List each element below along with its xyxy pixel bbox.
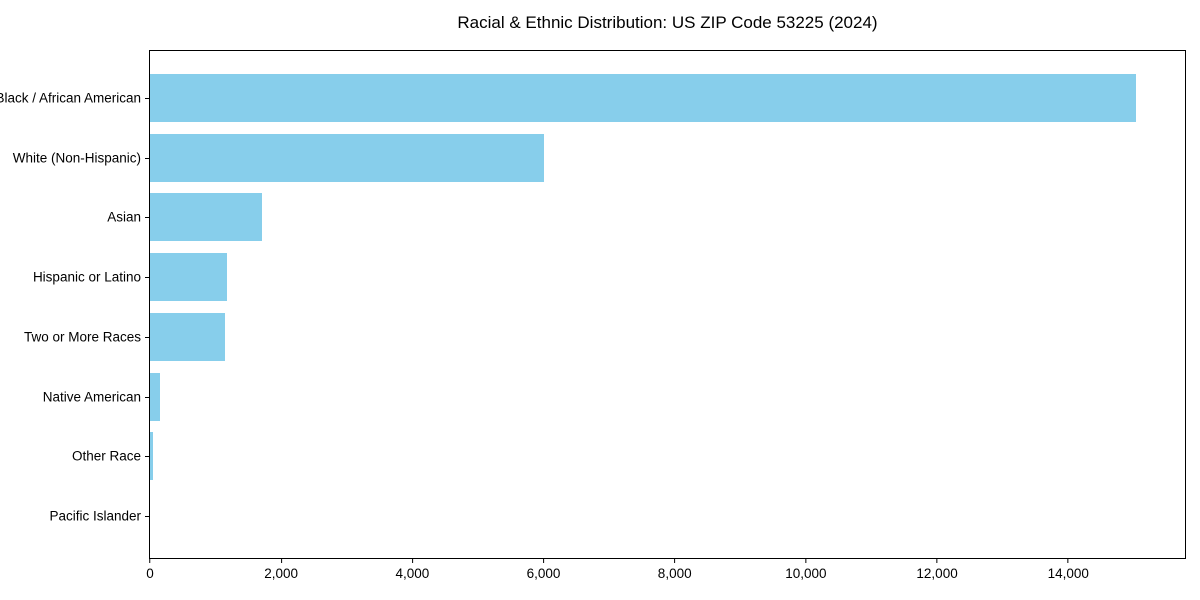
- plot-area: Black / African American White (Non-Hispa…: [0, 50, 1186, 581]
- chart-row: Two or More Races: [24, 307, 1185, 367]
- x-tick: 2,000: [264, 559, 298, 581]
- bar: [150, 253, 227, 302]
- x-tick-mark: [149, 559, 151, 563]
- y-tick-mark: [145, 336, 149, 338]
- x-tick-mark: [543, 559, 545, 563]
- x-tick-mark: [674, 559, 676, 563]
- bars-container: Black / African American White (Non-Hispa…: [0, 68, 1185, 546]
- x-tick: 12,000: [916, 559, 958, 581]
- x-tick-mark: [280, 559, 282, 563]
- x-tick: 4,000: [395, 559, 429, 581]
- y-tick-mark: [145, 516, 149, 518]
- chart-row: Hispanic or Latino: [33, 247, 1185, 307]
- y-tick-label: Hispanic or Latino: [32, 269, 141, 285]
- y-tick-mark: [145, 277, 149, 279]
- x-tick: 0: [146, 559, 154, 581]
- y-tick-label: Native American: [42, 389, 141, 405]
- chart-row: Asian: [107, 188, 1185, 248]
- y-tick-label: Other Race: [71, 448, 141, 464]
- bar: [150, 133, 544, 182]
- chart-row: Other Race: [72, 427, 1185, 487]
- chart-row: Black / African American: [0, 68, 1185, 128]
- y-tick-label: Two or More Races: [23, 329, 141, 345]
- x-tick-label: 10,000: [785, 566, 827, 581]
- y-tick-label: Black / African American: [0, 90, 141, 106]
- x-tick: 10,000: [785, 559, 827, 581]
- chart-row: Native American: [43, 367, 1185, 427]
- y-tick-mark: [145, 157, 149, 159]
- y-tick-mark: [145, 97, 149, 99]
- y-tick-label: White (Non-Hispanic): [12, 150, 141, 166]
- bar: [150, 312, 225, 361]
- x-tick-mark: [805, 559, 807, 563]
- x-tick-mark: [411, 559, 413, 563]
- x-tick-label: 2,000: [264, 566, 299, 581]
- bar: [150, 73, 1136, 122]
- x-tick-label: 0: [146, 566, 154, 581]
- y-tick-mark: [145, 217, 149, 219]
- y-tick-mark: [145, 396, 149, 398]
- x-tick-mark: [1067, 559, 1069, 563]
- y-tick-mark: [145, 456, 149, 458]
- chart-row: White (Non-Hispanic): [13, 128, 1185, 188]
- x-tick: 8,000: [658, 559, 692, 581]
- x-tick-label: 8,000: [657, 566, 692, 581]
- bar: [150, 372, 160, 421]
- bar: [150, 193, 262, 242]
- y-tick-label: Pacific Islander: [49, 508, 141, 524]
- x-tick-mark: [936, 559, 938, 563]
- x-tick-label: 14,000: [1047, 566, 1089, 581]
- bar: [150, 432, 154, 481]
- y-tick-label: Asian: [107, 209, 141, 225]
- x-tick-label: 4,000: [395, 566, 430, 581]
- chart-row: Pacific Islander: [49, 486, 1185, 546]
- x-tick: 14,000: [1048, 559, 1089, 581]
- chart-title: Racial & Ethnic Distribution: US ZIP Cod…: [457, 13, 878, 32]
- x-tick-label: 12,000: [916, 566, 958, 581]
- x-tick: 6,000: [526, 559, 561, 581]
- x-tick-label: 6,000: [526, 566, 561, 581]
